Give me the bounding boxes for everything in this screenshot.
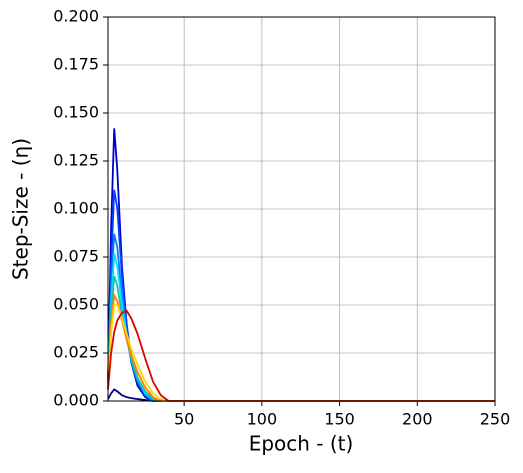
y-tick-label: 0.100 <box>53 199 99 218</box>
line <box>107 233 495 402</box>
y-tick-label: 0.125 <box>53 151 99 170</box>
line <box>107 292 495 402</box>
x-tick-label: 150 <box>324 410 355 429</box>
x-tick-label: 250 <box>480 410 511 429</box>
x-tick-label: 100 <box>247 410 278 429</box>
x-tick-label: 50 <box>174 410 194 429</box>
line <box>107 189 495 402</box>
y-tick-label: 0.025 <box>53 343 99 362</box>
x-axis-label: Epoch - (t) <box>249 432 354 456</box>
y-tick-label: 0.050 <box>53 295 99 314</box>
x-tick-label: 200 <box>402 410 433 429</box>
plot-frame <box>107 16 496 402</box>
line <box>107 128 495 402</box>
y-tick-label: 0.075 <box>53 247 99 266</box>
line <box>107 252 495 402</box>
line <box>107 275 495 402</box>
y-axis-label: Step-Size - (η) <box>9 138 33 280</box>
y-tick-label: 0.150 <box>53 103 99 122</box>
y-tick-label: 0.000 <box>53 391 99 410</box>
y-tick-label: 0.200 <box>53 7 99 26</box>
line <box>107 309 495 402</box>
y-tick-label: 0.175 <box>53 55 99 74</box>
